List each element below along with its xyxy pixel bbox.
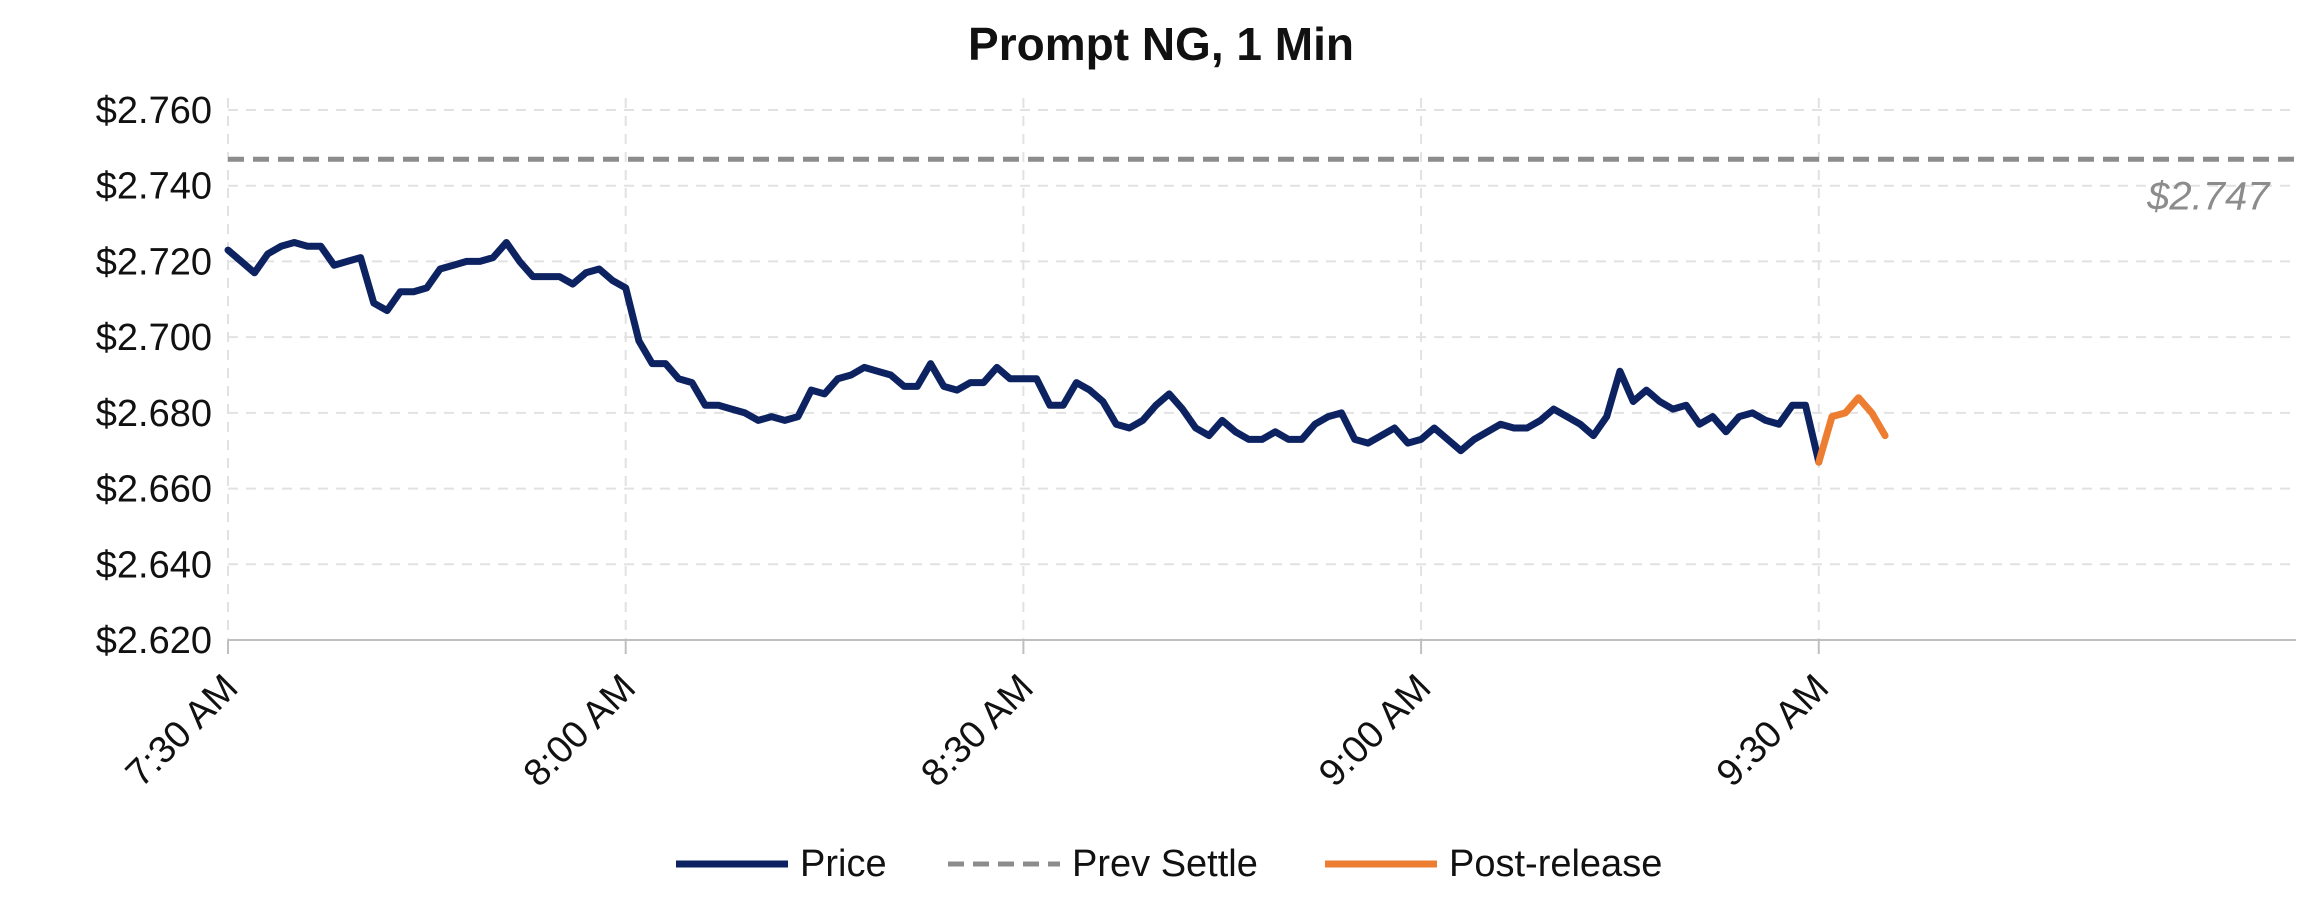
- legend-prev-settle-label: Prev Settle: [1072, 843, 1258, 885]
- legend-price: Price: [676, 843, 887, 885]
- y-tick-label: $2.680: [96, 393, 212, 435]
- prev-settle-annotation: $2.747: [2146, 174, 2271, 218]
- legend-post-release: Post-release: [1325, 843, 1662, 885]
- legend: Price Prev Settle Post-release: [676, 843, 1662, 885]
- y-tick-label: $2.720: [96, 241, 212, 283]
- grid: [227, 98, 2296, 640]
- annotations: $2.747: [2146, 174, 2271, 218]
- series-layer: [224, 156, 2296, 466]
- y-tick-label: $2.740: [96, 166, 212, 208]
- chart-title: Prompt NG, 1 Min: [968, 18, 1354, 70]
- axes: $2.620 $2.640 $2.660 $2.680 $2.700 $2.720 $2.7…: [96, 90, 2296, 795]
- post-release-line: [1815, 394, 1889, 466]
- y-tick-label: $2.760: [96, 90, 212, 132]
- legend-prev-settle: Prev Settle: [948, 843, 1258, 885]
- x-tick-label: 7:30 AM: [118, 667, 246, 795]
- legend-post-release-label: Post-release: [1449, 843, 1662, 885]
- x-tick-label: 9:00 AM: [1311, 667, 1439, 795]
- x-tick-label: 8:00 AM: [516, 667, 644, 795]
- y-tick-label: $2.640: [96, 544, 212, 586]
- legend-price-label: Price: [800, 843, 887, 885]
- y-tick-label: $2.620: [96, 620, 212, 662]
- y-tick-label: $2.700: [96, 317, 212, 359]
- x-tick-label: 9:30 AM: [1709, 667, 1837, 795]
- price-line: [224, 239, 1823, 466]
- y-tick-label: $2.660: [96, 469, 212, 511]
- x-tick-label: 8:30 AM: [913, 667, 1041, 795]
